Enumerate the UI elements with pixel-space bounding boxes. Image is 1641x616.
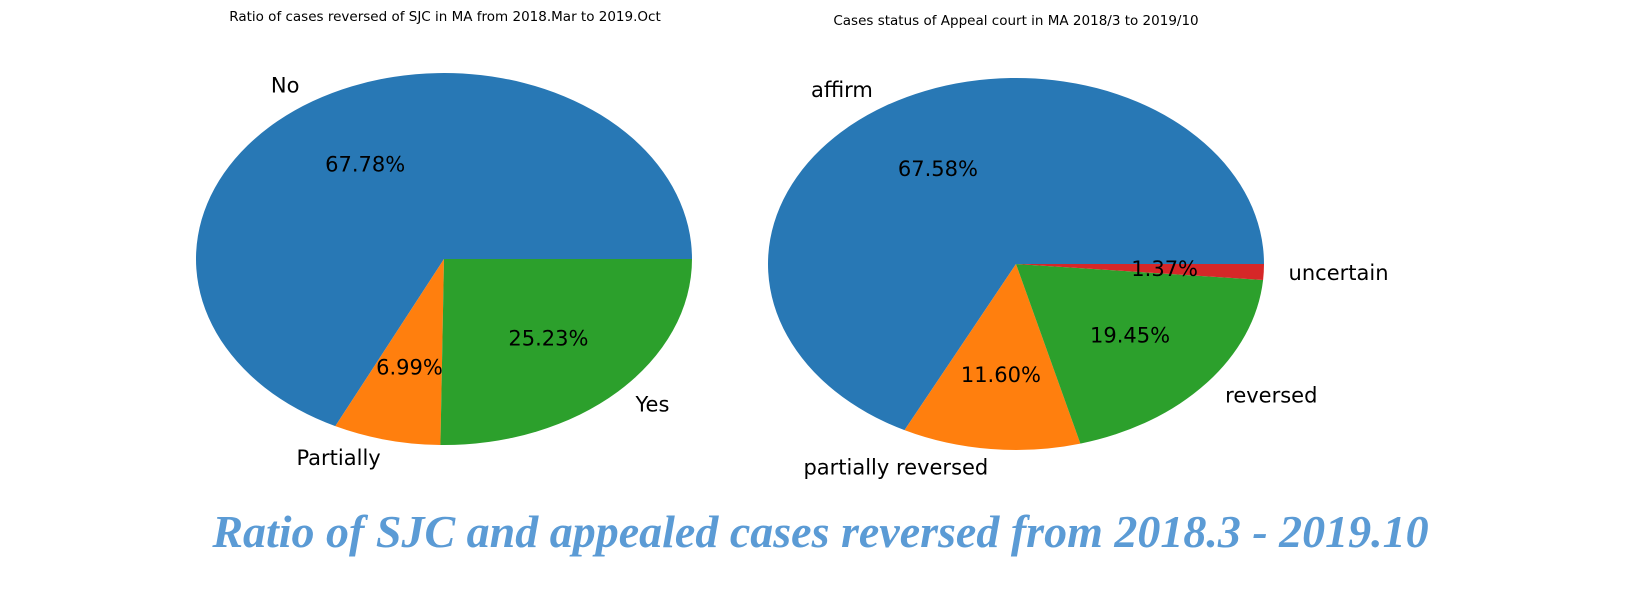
pie-chart-sjc-title: Ratio of cases reversed of SJC in MA fro… [229,9,661,25]
pie-chart-appeal-title: Cases status of Appeal court in MA 2018/… [833,13,1198,29]
pie-appeal-label-reversed: reversed [1225,383,1317,407]
pie-chart-sjc-slices: No 67.78% Partially 6.99% Yes 25.23% [196,73,693,470]
pie-sjc-label-no: No [271,73,300,97]
pie-sjc-slice-yes [440,259,692,445]
pie-chart-sjc: Ratio of cases reversed of SJC in MA fro… [196,9,693,470]
pie-sjc-slice-no [196,73,693,427]
pie-appeal-slice-affirm [768,78,1264,431]
pie-appeal-pct-uncertain: 1.37% [1131,257,1198,281]
pie-sjc-slice-partially [335,259,444,445]
pie-sjc-label-partially: Partially [296,446,380,470]
pie-appeal-pct-partially-reversed: 11.60% [961,363,1041,387]
pie-appeal-label-partially-reversed: partially reversed [803,456,988,480]
pie-chart-appeal-slices: affirm 67.58% partially reversed 11.60% reve… [768,78,1389,480]
pie-appeal-label-uncertain: uncertain [1289,261,1389,285]
pie-appeal-pct-affirm: 67.58% [898,157,978,181]
pie-sjc-pct-yes: 25.23% [508,326,588,350]
pie-sjc-pct-no: 67.78% [325,152,405,176]
pie-appeal-label-affirm: affirm [811,78,873,102]
pie-chart-appeal: Cases status of Appeal court in MA 2018/… [768,13,1389,480]
pie-sjc-label-yes: Yes [634,393,669,417]
pie-appeal-slice-partially-reversed [904,264,1081,451]
charts-canvas: Ratio of cases reversed of SJC in MA fro… [196,9,1389,480]
pie-appeal-slice-reversed [1016,264,1264,444]
pie-sjc-pct-partially: 6.99% [376,356,443,380]
pie-appeal-slice-uncertain [1016,264,1264,280]
figure-caption: Ratio of SJC and appealed cases reversed… [212,506,1429,557]
pie-appeal-pct-reversed: 19.45% [1090,324,1170,348]
